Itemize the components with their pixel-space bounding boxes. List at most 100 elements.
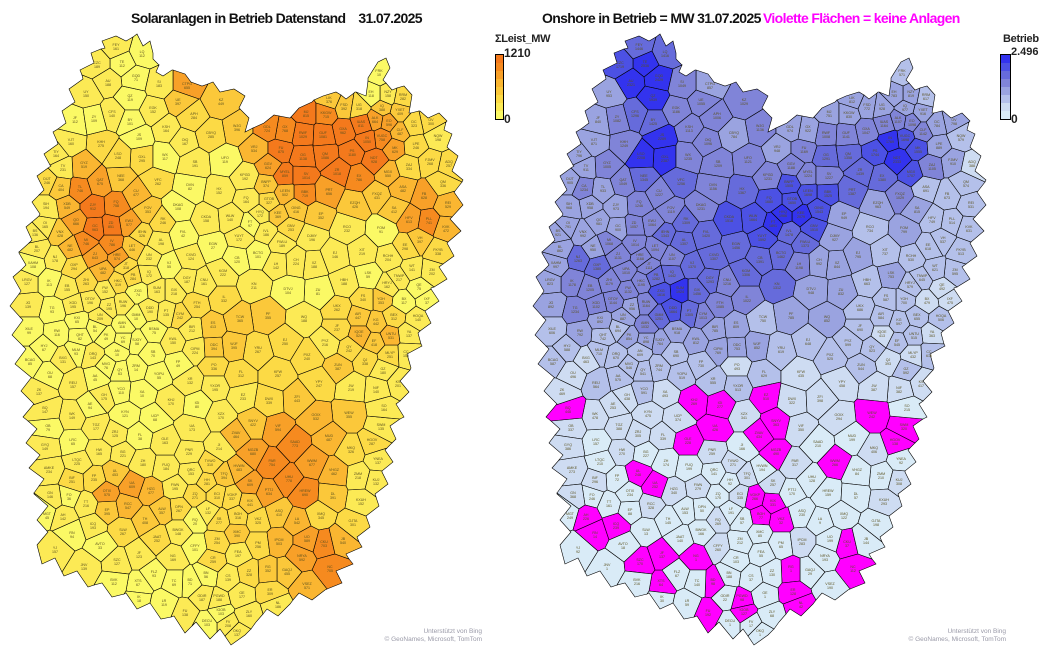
svg-text:355: 355 <box>265 316 271 320</box>
svg-text:510: 510 <box>763 397 769 401</box>
svg-text:323: 323 <box>411 124 417 128</box>
svg-text:257: 257 <box>446 164 452 168</box>
svg-text:656: 656 <box>326 192 332 196</box>
svg-text:262: 262 <box>334 308 340 312</box>
svg-text:1198: 1198 <box>795 266 803 270</box>
svg-text:387: 387 <box>335 367 341 371</box>
svg-text:353: 353 <box>378 301 384 305</box>
svg-text:187: 187 <box>199 598 205 602</box>
svg-text:447: 447 <box>355 316 361 320</box>
svg-text:448: 448 <box>565 410 571 414</box>
svg-text:54: 54 <box>93 329 97 333</box>
svg-text:195: 195 <box>212 388 218 392</box>
svg-text:145: 145 <box>665 521 671 525</box>
svg-text:141: 141 <box>409 268 415 272</box>
svg-text:376: 376 <box>326 100 332 104</box>
svg-text:750: 750 <box>760 319 766 323</box>
svg-text:1370: 1370 <box>688 265 696 269</box>
svg-text:629: 629 <box>761 374 767 378</box>
svg-text:773: 773 <box>292 444 298 448</box>
svg-text:529: 529 <box>445 205 451 209</box>
svg-text:252: 252 <box>652 485 658 489</box>
svg-text:396: 396 <box>234 128 240 132</box>
svg-text:81: 81 <box>316 292 320 296</box>
svg-text:1924: 1924 <box>676 290 684 294</box>
svg-text:1246: 1246 <box>635 204 643 208</box>
svg-text:519: 519 <box>81 165 87 169</box>
svg-text:977: 977 <box>902 108 908 112</box>
svg-text:10: 10 <box>115 353 119 357</box>
svg-text:204: 204 <box>385 258 391 262</box>
svg-text:579: 579 <box>958 138 964 142</box>
svg-text:166: 166 <box>739 447 745 451</box>
svg-text:279: 279 <box>695 487 701 491</box>
svg-text:691: 691 <box>923 189 929 193</box>
svg-text:69: 69 <box>172 583 176 587</box>
svg-text:169: 169 <box>170 558 176 562</box>
svg-text:675: 675 <box>97 182 103 186</box>
svg-text:310: 310 <box>207 463 213 467</box>
svg-text:524: 524 <box>356 334 362 338</box>
svg-text:830: 830 <box>846 115 852 119</box>
svg-text:163: 163 <box>162 441 168 445</box>
svg-text:599: 599 <box>845 343 851 347</box>
svg-text:690: 690 <box>673 354 679 358</box>
svg-text:1094: 1094 <box>651 248 659 252</box>
svg-text:503: 503 <box>276 542 282 546</box>
svg-text:525: 525 <box>827 357 833 361</box>
svg-text:266: 266 <box>832 463 838 467</box>
svg-text:293: 293 <box>881 502 887 506</box>
svg-text:1358: 1358 <box>844 156 852 160</box>
svg-text:67: 67 <box>42 348 46 352</box>
svg-text:595: 595 <box>952 272 958 276</box>
svg-text:703: 703 <box>321 544 327 548</box>
svg-text:1209: 1209 <box>714 164 722 168</box>
svg-text:1592: 1592 <box>758 238 766 242</box>
svg-text:140: 140 <box>227 218 233 222</box>
svg-text:815: 815 <box>914 210 920 214</box>
svg-text:997: 997 <box>553 265 559 269</box>
svg-text:435: 435 <box>798 374 804 378</box>
svg-text:432: 432 <box>910 355 916 359</box>
svg-text:892: 892 <box>548 305 554 309</box>
svg-text:587: 587 <box>883 298 889 302</box>
svg-text:426: 426 <box>352 205 358 209</box>
svg-text:537: 537 <box>940 240 946 244</box>
svg-text:1029: 1029 <box>896 196 904 200</box>
svg-text:493: 493 <box>662 394 668 398</box>
svg-text:363: 363 <box>773 423 779 427</box>
svg-text:1446: 1446 <box>635 47 643 51</box>
svg-text:785: 785 <box>788 316 794 320</box>
svg-text:784: 784 <box>934 124 940 128</box>
svg-text:221: 221 <box>120 454 126 458</box>
svg-text:267: 267 <box>120 532 126 536</box>
svg-text:180: 180 <box>140 463 146 467</box>
svg-text:677: 677 <box>309 463 315 467</box>
svg-text:270: 270 <box>619 452 625 456</box>
svg-text:928: 928 <box>879 107 885 111</box>
svg-text:239: 239 <box>613 526 619 530</box>
svg-text:167: 167 <box>182 142 188 146</box>
svg-text:783: 783 <box>891 94 897 98</box>
svg-text:277: 277 <box>216 521 222 525</box>
svg-text:431: 431 <box>374 196 380 200</box>
svg-text:963: 963 <box>875 205 881 209</box>
svg-text:1022: 1022 <box>743 299 751 303</box>
svg-text:263: 263 <box>83 282 89 286</box>
svg-text:1005: 1005 <box>603 165 611 169</box>
svg-text:248: 248 <box>635 473 641 477</box>
svg-text:215: 215 <box>904 408 910 412</box>
svg-text:921: 921 <box>555 233 561 237</box>
svg-text:823: 823 <box>547 282 553 286</box>
svg-text:422: 422 <box>250 423 256 427</box>
svg-text:1205: 1205 <box>586 288 594 292</box>
svg-text:318: 318 <box>123 266 129 270</box>
svg-text:257: 257 <box>770 483 776 487</box>
svg-text:1132: 1132 <box>624 290 632 294</box>
svg-text:320: 320 <box>901 427 907 431</box>
svg-text:1047: 1047 <box>862 131 870 135</box>
svg-text:37: 37 <box>845 544 849 548</box>
svg-text:1282: 1282 <box>652 277 660 281</box>
svg-text:911: 911 <box>583 168 589 172</box>
svg-text:455: 455 <box>284 572 290 576</box>
